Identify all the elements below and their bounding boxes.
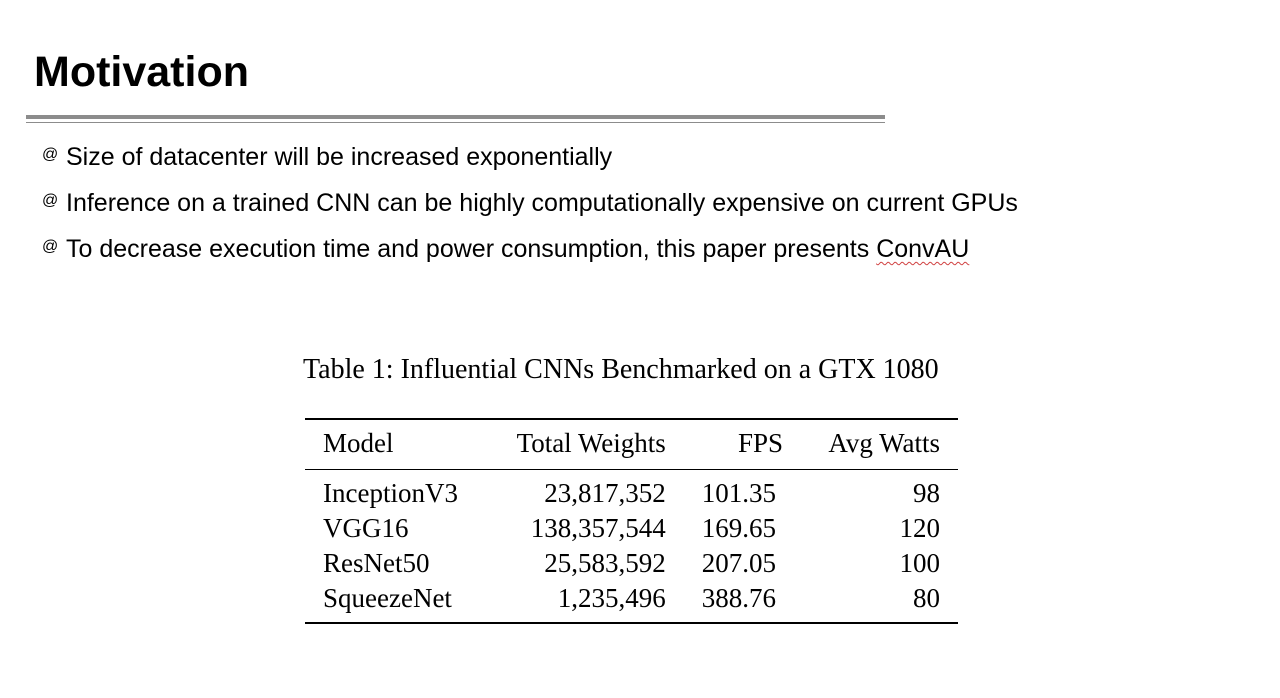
bullet-text: Size of datacenter will be increased exp… xyxy=(66,143,613,171)
spiral-bullet-icon: @ xyxy=(42,238,59,255)
header-avg-watts: Avg Watts xyxy=(801,419,958,470)
spiral-bullet-icon: @ xyxy=(42,146,59,163)
bullet-item: @ Inference on a trained CNN can be high… xyxy=(42,180,1018,226)
bullet-item: @ To decrease execution time and power c… xyxy=(42,226,1018,272)
cell-total-weights: 23,817,352 xyxy=(544,478,666,508)
header-model: Model xyxy=(305,419,487,470)
table-row: SqueezeNet 1,235,496 388.76 80 xyxy=(305,581,958,623)
bullet-text: Inference on a trained CNN can be highly… xyxy=(66,189,1018,217)
cell-model: SqueezeNet xyxy=(323,583,452,613)
bullet-item: @ Size of datacenter will be increased e… xyxy=(42,134,1018,180)
table-caption: Table 1: Influential CNNs Benchmarked on… xyxy=(303,354,939,385)
cell-fps: 207.05 xyxy=(701,548,777,578)
spiral-bullet-icon: @ xyxy=(42,192,59,209)
cell-total-weights: 1,235,496 xyxy=(557,583,666,613)
header-fps: FPS xyxy=(683,419,802,470)
cell-avg-watts: 120 xyxy=(899,513,941,543)
title-divider xyxy=(26,115,885,123)
cell-model: InceptionV3 xyxy=(323,478,458,508)
table-row: ResNet50 25,583,592 207.05 100 xyxy=(305,546,958,581)
cell-total-weights: 25,583,592 xyxy=(544,548,666,578)
cell-avg-watts: 100 xyxy=(899,548,941,578)
table-row: InceptionV3 23,817,352 101.35 98 xyxy=(305,470,958,512)
slide-title: Motivation xyxy=(34,48,249,96)
benchmark-table: Model Total Weights FPS Avg Watts Incept… xyxy=(305,418,958,624)
bullet-list: @ Size of datacenter will be increased e… xyxy=(42,134,1018,272)
cell-model: VGG16 xyxy=(323,513,409,543)
table-header-row: Model Total Weights FPS Avg Watts xyxy=(305,419,958,470)
benchmark-table-figure: Table 1: Influential CNNs Benchmarked on… xyxy=(303,350,973,624)
table-row: VGG16 138,357,544 169.65 120 xyxy=(305,511,958,546)
cell-fps: 169.65 xyxy=(701,513,777,543)
cell-total-weights: 138,357,544 xyxy=(530,513,666,543)
cell-avg-watts: 98 xyxy=(913,478,940,508)
spellcheck-word: ConvAU xyxy=(876,235,970,263)
cell-avg-watts: 80 xyxy=(913,583,940,613)
cell-fps: 388.76 xyxy=(701,583,777,613)
bullet-text: To decrease execution time and power con… xyxy=(66,235,970,263)
cell-model: ResNet50 xyxy=(323,548,430,578)
cell-fps: 101.35 xyxy=(701,478,777,508)
header-total-weights: Total Weights xyxy=(486,419,684,470)
